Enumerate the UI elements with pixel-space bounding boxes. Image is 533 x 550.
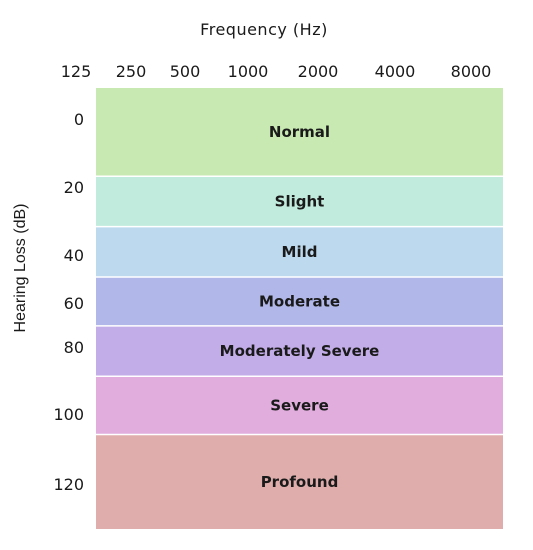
band-label-severe: Severe xyxy=(270,396,329,414)
y-tick-100: 100 xyxy=(53,405,84,424)
x-tick-125: 125 xyxy=(61,62,92,81)
band-label-slight: Slight xyxy=(275,192,325,210)
band-slight xyxy=(96,176,503,227)
y-axis-title: Hearing Loss (dB) xyxy=(12,204,29,333)
y-tick-40: 40 xyxy=(64,246,84,265)
band-profound xyxy=(96,434,503,529)
band-severe xyxy=(96,376,503,435)
band-label-profound: Profound xyxy=(261,473,339,491)
x-tick-1000: 1000 xyxy=(228,62,269,81)
bands-group: Normal Slight Mild Moderate Moderately Sever… xyxy=(96,88,503,529)
y-tick-60: 60 xyxy=(64,294,84,313)
x-tick-8000: 8000 xyxy=(451,62,492,81)
band-mild xyxy=(96,226,503,277)
y-tick-120: 120 xyxy=(53,475,84,494)
band-label-moderately-severe: Moderately Severe xyxy=(220,342,380,360)
band-moderately-severe xyxy=(96,325,503,377)
x-tick-4000: 4000 xyxy=(375,62,416,81)
y-tick-20: 20 xyxy=(64,178,84,197)
band-label-moderate: Moderate xyxy=(259,292,340,310)
y-tick-80: 80 xyxy=(64,338,84,357)
y-tick-0: 0 xyxy=(74,110,84,129)
x-tick-labels: 125 250 500 1000 2000 4000 8000 xyxy=(61,62,492,81)
x-tick-500: 500 xyxy=(170,62,201,81)
band-normal xyxy=(96,88,503,177)
x-axis-title: Frequency (Hz) xyxy=(200,20,328,39)
band-label-normal: Normal xyxy=(269,123,330,141)
band-label-mild: Mild xyxy=(282,243,318,261)
x-tick-250: 250 xyxy=(116,62,147,81)
x-tick-2000: 2000 xyxy=(298,62,339,81)
y-tick-labels: 0 20 40 60 80 100 120 xyxy=(53,110,84,494)
band-moderate xyxy=(96,277,503,326)
